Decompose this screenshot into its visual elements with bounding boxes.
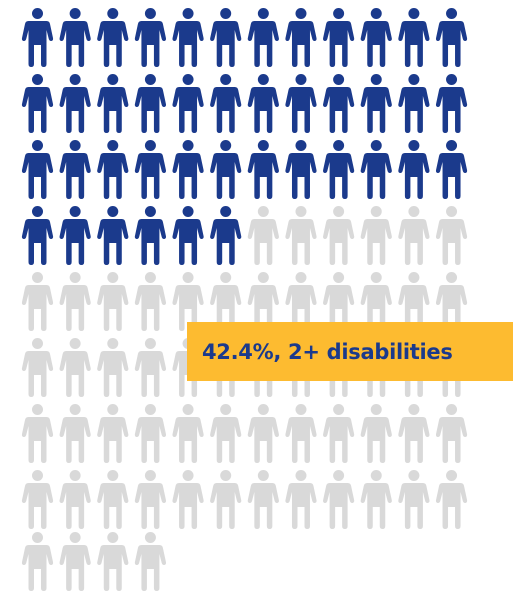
person-icon-highlighted [172,206,204,265]
person-icon [97,272,129,331]
person-icon [323,206,355,265]
person-icon-highlighted [398,8,430,67]
person-icon [134,470,167,529]
person-icon [172,404,204,463]
person-icon [172,272,204,331]
person-icon-highlighted [59,8,91,67]
person-icon [398,470,430,529]
person-icon-highlighted [360,8,392,67]
person-icon [323,470,355,529]
person-icon-highlighted [21,8,54,67]
person-icon [97,532,129,591]
person-icon-highlighted [247,140,279,199]
person-icon-highlighted [172,8,204,67]
person-icon [134,532,167,591]
person-icon-highlighted [435,140,468,199]
person-icon [247,404,279,463]
person-icon [134,338,167,397]
person-icon [21,404,54,463]
person-icon [435,272,468,331]
person-icon [435,404,468,463]
person-icon-highlighted [97,74,129,133]
person-icon-highlighted [323,140,355,199]
person-icon [285,404,317,463]
person-icon-highlighted [59,206,91,265]
person-icon [360,404,392,463]
person-icon-highlighted [398,140,430,199]
person-icon-highlighted [134,140,167,199]
person-icon [59,470,91,529]
person-icon [97,338,129,397]
person-icon [398,404,430,463]
person-icon-highlighted [210,206,242,265]
person-icon-highlighted [172,74,204,133]
person-icon-highlighted [134,8,167,67]
person-icon [21,532,54,591]
person-icon [247,470,279,529]
person-icon-highlighted [21,206,54,265]
person-icon-highlighted [97,140,129,199]
person-icon [172,470,204,529]
person-icon-highlighted [59,74,91,133]
person-icon [360,470,392,529]
person-icon [210,272,242,331]
person-icon-highlighted [21,140,54,199]
person-icon-highlighted [285,74,317,133]
person-icon-highlighted [323,74,355,133]
person-icon [210,470,242,529]
person-icon [285,470,317,529]
person-icon-highlighted [285,140,317,199]
person-icon [134,272,167,331]
person-icon-highlighted [323,8,355,67]
person-icon [435,206,468,265]
person-icon [59,404,91,463]
person-icon [21,338,54,397]
person-icon-highlighted [210,74,242,133]
person-icon [323,404,355,463]
person-icon [435,470,468,529]
person-icon [59,338,91,397]
callout-label: 42.4%, 2+ disabilities [202,339,453,364]
person-icon [59,272,91,331]
person-icon-highlighted [435,74,468,133]
person-icon-highlighted [21,74,54,133]
person-icon [97,404,129,463]
person-icon [210,404,242,463]
person-icon-highlighted [360,74,392,133]
person-icon [21,272,54,331]
person-icon [97,470,129,529]
person-icon [360,272,392,331]
person-icon [285,206,317,265]
person-icon-highlighted [172,140,204,199]
person-icon-highlighted [398,74,430,133]
person-icon-highlighted [97,8,129,67]
person-icon-highlighted [247,74,279,133]
person-icon [247,206,279,265]
person-icon-highlighted [360,140,392,199]
person-icon-highlighted [435,8,468,67]
person-icon [59,532,91,591]
person-icon [360,206,392,265]
person-icon [323,272,355,331]
person-icon [21,470,54,529]
person-icon-highlighted [210,140,242,199]
person-icon-highlighted [134,74,167,133]
person-icon-highlighted [59,140,91,199]
person-icon-highlighted [134,206,167,265]
callout-box: 42.4%, 2+ disabilities [187,322,513,381]
person-icon-highlighted [210,8,242,67]
person-icon-highlighted [285,8,317,67]
person-icon-highlighted [97,206,129,265]
person-icon [285,272,317,331]
person-icon-highlighted [247,8,279,67]
person-icon [398,272,430,331]
person-icon [134,404,167,463]
person-icon [398,206,430,265]
person-icon [247,272,279,331]
